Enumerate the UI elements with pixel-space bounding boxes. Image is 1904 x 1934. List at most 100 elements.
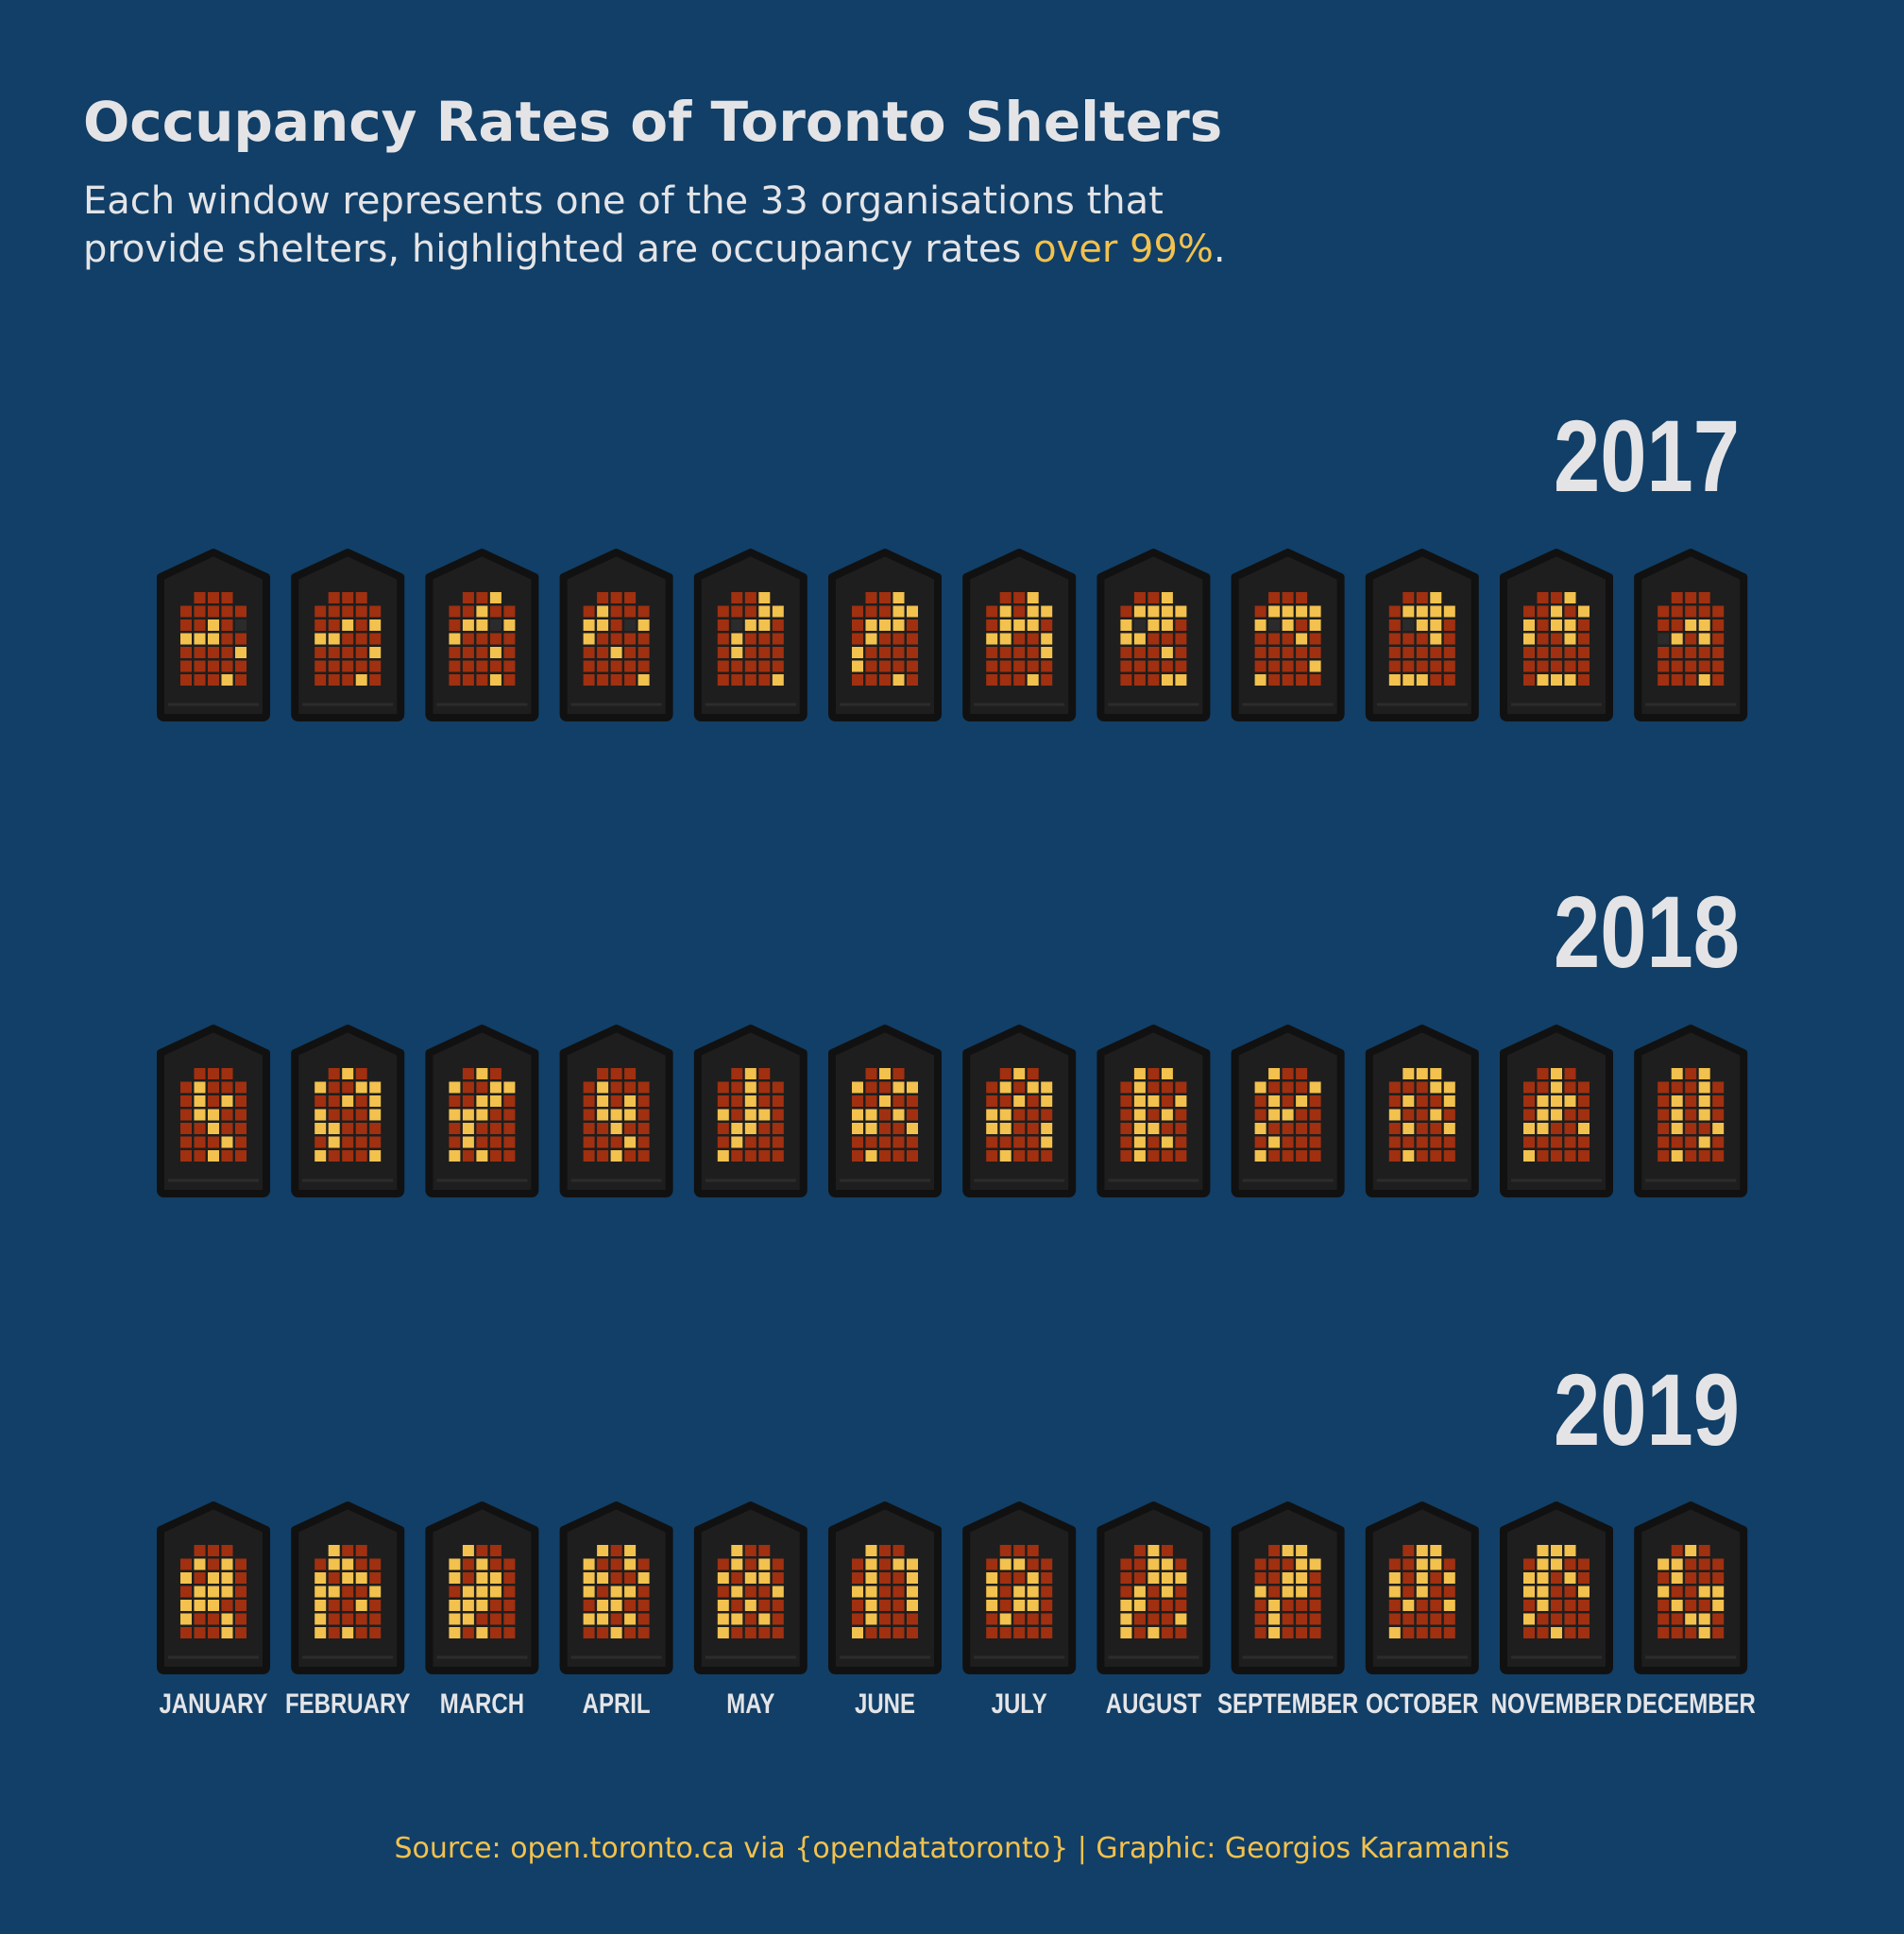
window-27 — [1698, 660, 1710, 672]
window-28 — [638, 1136, 650, 1148]
window-8 — [1443, 605, 1455, 618]
window-11 — [1013, 619, 1026, 631]
window-26 — [744, 1613, 756, 1625]
window-11 — [208, 1095, 219, 1107]
window-22 — [221, 1600, 233, 1611]
window-6 — [1148, 605, 1160, 618]
window-13 — [235, 1095, 246, 1107]
window-8 — [1443, 1558, 1455, 1570]
window-11 — [1282, 619, 1294, 631]
window-29 — [852, 674, 863, 686]
window-3 — [758, 1545, 771, 1556]
window-25 — [597, 1136, 609, 1148]
window-8 — [638, 605, 650, 618]
window-19 — [1388, 1600, 1401, 1611]
window-14 — [986, 633, 998, 645]
window-14 — [1523, 1109, 1535, 1121]
window-3 — [1430, 1068, 1442, 1079]
window-33 — [1443, 674, 1455, 686]
window-19 — [1254, 1123, 1266, 1134]
window-33 — [1712, 1627, 1725, 1638]
window-33 — [503, 674, 516, 686]
window-22 — [221, 1123, 233, 1134]
window-16 — [1148, 1586, 1160, 1598]
window-21 — [1013, 1600, 1026, 1611]
window-1 — [999, 1068, 1012, 1079]
window-28 — [1041, 660, 1053, 672]
window-6 — [1013, 605, 1026, 618]
window-10 — [999, 1095, 1012, 1107]
window-6 — [1685, 1558, 1697, 1570]
window-8 — [1712, 1081, 1725, 1094]
window-5 — [597, 1081, 609, 1094]
window-4 — [852, 1081, 863, 1094]
window-20 — [462, 1123, 474, 1134]
window-29 — [717, 674, 729, 686]
window-19 — [986, 1600, 998, 1611]
window-20 — [1268, 647, 1281, 658]
window-5 — [731, 605, 743, 618]
window-33 — [1578, 1627, 1590, 1638]
window-12 — [892, 619, 905, 631]
window-33 — [503, 1627, 516, 1638]
window-18 — [235, 633, 246, 645]
month-label-december: DECEMBER — [1626, 1687, 1757, 1719]
window-2 — [610, 1545, 622, 1556]
window-25 — [1537, 660, 1549, 672]
window-2 — [1282, 1068, 1294, 1079]
window-21 — [1685, 1123, 1697, 1134]
window-17 — [1161, 1586, 1173, 1598]
window-21 — [1013, 647, 1026, 658]
window-11 — [342, 619, 354, 631]
window-22 — [489, 647, 502, 658]
window-9 — [1523, 619, 1535, 631]
window-22 — [1161, 1600, 1173, 1611]
window-2 — [208, 1545, 219, 1556]
window-31 — [744, 1150, 756, 1162]
window-14 — [1658, 1586, 1670, 1598]
window-29 — [1658, 1150, 1670, 1162]
window-11 — [342, 1095, 354, 1107]
window-25 — [999, 660, 1012, 672]
window-33 — [638, 1150, 650, 1162]
window-32 — [624, 674, 637, 686]
window-11 — [1416, 1572, 1428, 1584]
building-2019-july — [962, 1501, 1077, 1674]
window-15 — [194, 1586, 206, 1598]
window-25 — [865, 660, 877, 672]
window-7 — [1564, 1558, 1576, 1570]
window-12 — [758, 1572, 771, 1584]
window-33 — [1443, 1150, 1455, 1162]
window-2 — [744, 1545, 756, 1556]
window-18 — [772, 633, 784, 645]
window-6 — [208, 1558, 219, 1570]
window-21 — [1685, 1600, 1697, 1611]
window-27 — [1027, 660, 1039, 672]
window-15 — [1671, 1586, 1683, 1598]
window-28 — [1712, 1136, 1725, 1148]
window-17 — [1564, 633, 1576, 645]
window-9 — [1658, 1572, 1670, 1584]
window-31 — [1416, 1150, 1428, 1162]
window-2 — [1551, 592, 1562, 603]
window-30 — [1268, 674, 1281, 686]
window-33 — [1309, 1150, 1321, 1162]
window-20 — [194, 1123, 206, 1134]
window-23 — [235, 647, 246, 658]
window-19 — [314, 1600, 327, 1611]
window-13 — [1712, 1572, 1725, 1584]
window-25 — [731, 1136, 743, 1148]
window-12 — [758, 619, 771, 631]
window-29 — [986, 1627, 998, 1638]
month-label-july: JULY — [992, 1687, 1047, 1719]
window-4 — [449, 1081, 461, 1094]
window-30 — [731, 1150, 743, 1162]
window-10 — [1133, 619, 1146, 631]
window-25 — [1671, 1613, 1683, 1625]
window-15 — [865, 1109, 877, 1121]
window-5 — [328, 605, 340, 618]
window-12 — [489, 1095, 502, 1107]
window-17 — [1698, 633, 1710, 645]
window-31 — [1148, 674, 1160, 686]
window-10 — [1133, 1095, 1146, 1107]
